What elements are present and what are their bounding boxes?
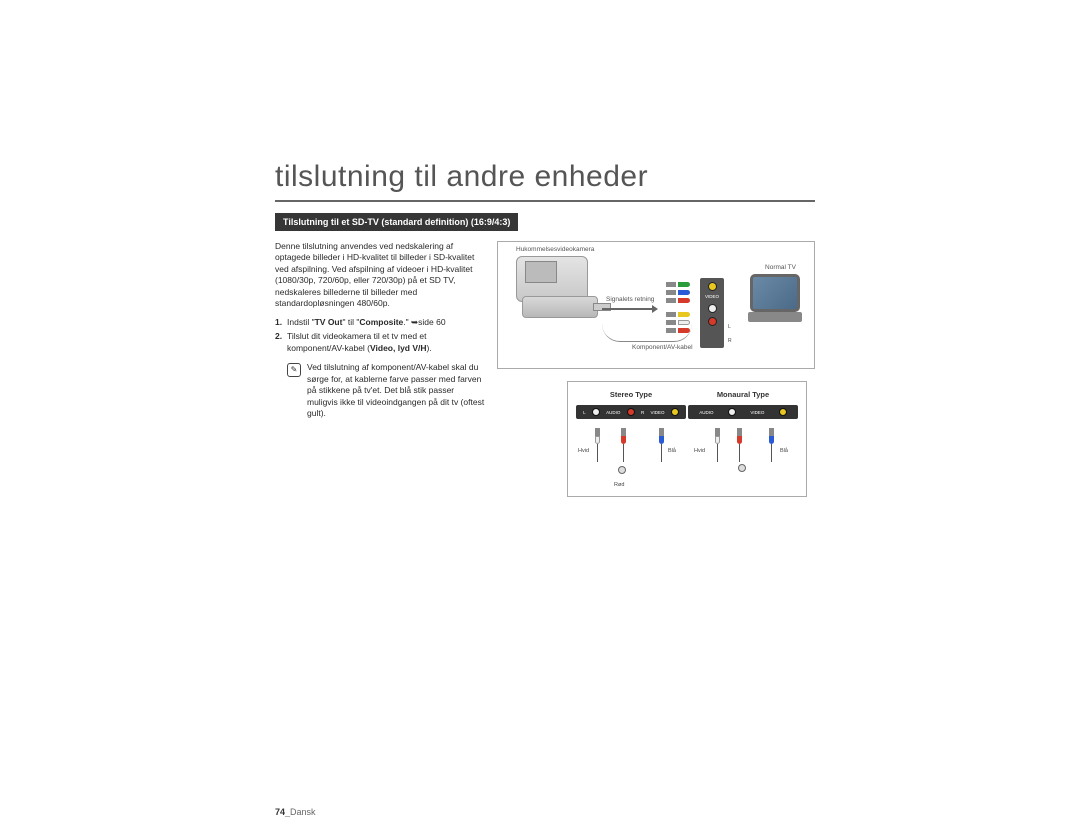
diagram-column: Hukommelsesvideokamera Signalets retning… <box>497 241 815 497</box>
tv-input-panel: VIDEO <box>700 278 724 348</box>
connection-diagram: Hukommelsesvideokamera Signalets retning… <box>497 241 815 369</box>
audio-type-diagram: Stereo Type L AUDIO R VIDEO <box>567 381 807 497</box>
note-text: Ved tilslutning af komponent/AV-kabel sk… <box>307 362 485 419</box>
step-number: 2. <box>275 331 282 342</box>
camcorder-icon <box>516 256 616 332</box>
mono-title: Monaural Type <box>688 390 798 399</box>
content-row: Denne tilslutning anvendes ved nedskaler… <box>275 241 815 497</box>
monaural-type-column: Monaural Type AUDIO VIDEO <box>688 390 798 419</box>
white-plug <box>714 428 720 462</box>
text-column: Denne tilslutning anvendes ved nedskaler… <box>275 241 485 497</box>
arrow-icon <box>602 308 652 310</box>
step-number: 1. <box>275 317 282 328</box>
step-2: 2. Tilslut dit videokamera til et tv med… <box>275 331 485 354</box>
component-plugs <box>666 282 690 333</box>
cable-label: Komponent/AV-kabel <box>632 344 693 351</box>
page-language: _Dansk <box>285 807 316 817</box>
steps-list: 1. Indstil "TV Out" til "Composite." ➥si… <box>275 317 485 354</box>
note-block: ✎ Ved tilslutning af komponent/AV-kabel … <box>275 362 485 419</box>
stereo-type-column: Stereo Type L AUDIO R VIDEO <box>576 390 686 419</box>
page-footer: 74_Dansk <box>275 807 316 817</box>
tv-label: Normal TV <box>765 264 796 271</box>
red-plug <box>620 428 626 462</box>
blue-plug <box>768 428 774 462</box>
white-plug <box>594 428 600 462</box>
page-title: tilslutning til andre enheder <box>275 160 815 202</box>
section-header-bar: Tilslutning til et SD-TV (standard defin… <box>275 213 518 231</box>
red-plug <box>736 428 742 462</box>
stereo-jack-strip: L AUDIO R VIDEO <box>576 405 686 419</box>
intro-paragraph: Denne tilslutning anvendes ved nedskaler… <box>275 241 485 310</box>
cable-knot <box>738 464 746 472</box>
page-number: 74 <box>275 807 285 817</box>
signal-direction-label: Signalets retning <box>606 296 654 303</box>
tv-icon <box>750 274 800 322</box>
blue-plug <box>658 428 664 462</box>
note-icon: ✎ <box>287 363 301 377</box>
cable-knot <box>618 466 626 474</box>
manual-page: tilslutning til andre enheder Tilslutnin… <box>275 160 815 497</box>
camcorder-label: Hukommelsesvideokamera <box>516 246 594 253</box>
mono-jack-strip: AUDIO VIDEO <box>688 405 798 419</box>
step-1: 1. Indstil "TV Out" til "Composite." ➥si… <box>275 317 485 328</box>
stereo-title: Stereo Type <box>576 390 686 399</box>
